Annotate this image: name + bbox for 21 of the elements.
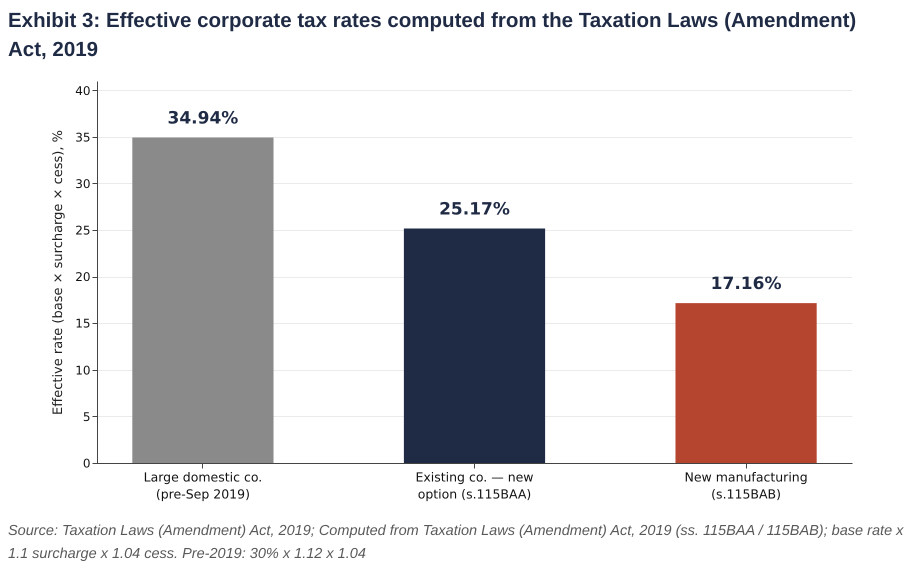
bar (675, 303, 817, 463)
y-tick-label: 20 (75, 270, 90, 284)
bar (404, 228, 546, 463)
x-tick-label: New manufacturing (s.115BAB) (684, 470, 808, 502)
y-tick-label: 15 (75, 316, 90, 331)
chart-title: Exhibit 3: Effective corporate tax rates computed from the Taxation Laws (Amendment) Act, 2019 (8, 8, 858, 63)
x-tick-label: Existing co. — new option (s.115BAA) (415, 470, 534, 502)
y-tick-label: 0 (82, 456, 90, 470)
data-label: 17.16% (710, 274, 782, 294)
y-tick-label: 30 (75, 176, 90, 191)
y-tick-label: 35 (75, 130, 90, 144)
data-label: 34.94% (168, 108, 238, 128)
y-tick-label: 25 (75, 224, 90, 238)
x-tick-label: Large domestic co. (pre-Sep 2019) (144, 470, 262, 502)
y-tick-label: 5 (82, 410, 90, 424)
data-label: 25.17% (439, 199, 510, 220)
y-tick-label: 40 (75, 84, 90, 98)
y-axis-title: Effective rate (base × surcharge × cess), % (51, 130, 66, 415)
source-note: Source: Taxation Laws (Amendment) Act, 2019; Computed from Taxation Laws (Amendment) Act, 2019 (ss. 115BAA / 115BAB); base rate x 1.1 surcharge x 1.04 cess. Pre-2019: 30% x 1.12 x 1.04 (8, 522, 904, 564)
bar (132, 137, 274, 463)
y-tick-label: 10 (75, 363, 90, 378)
